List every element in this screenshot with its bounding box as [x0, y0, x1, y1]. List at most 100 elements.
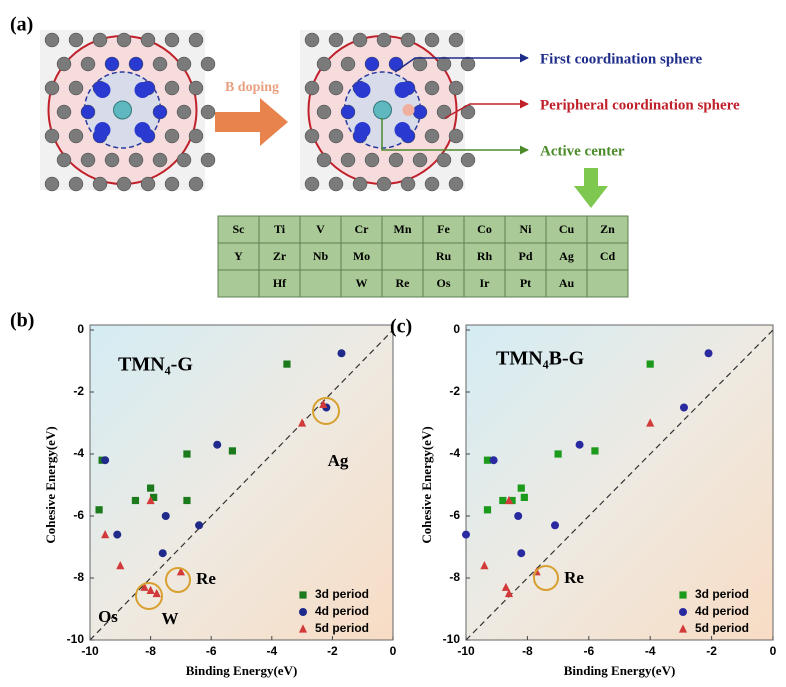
- x-tick-label: -2: [327, 644, 338, 658]
- boron-atom: [403, 104, 415, 116]
- atom: [105, 153, 119, 167]
- panel-label: (b): [10, 310, 34, 332]
- point: [518, 485, 525, 492]
- atom: [341, 105, 355, 119]
- chart-title: TMN₄-G: [118, 354, 193, 376]
- legend-label: 4d period: [695, 604, 749, 618]
- atom: [45, 129, 59, 143]
- atom: [201, 153, 215, 167]
- atom: [93, 33, 107, 47]
- atom: [425, 129, 439, 143]
- callout: First coordination sphere: [540, 51, 703, 67]
- element-symbol: Os: [436, 276, 450, 290]
- atom: [153, 153, 167, 167]
- element-symbol: Sc: [233, 222, 246, 236]
- atom: [425, 177, 439, 191]
- x-tick-label: -2: [706, 644, 717, 658]
- atom: [413, 105, 427, 119]
- atom: [449, 129, 463, 143]
- atom: [69, 177, 83, 191]
- atom: [189, 33, 203, 47]
- point: [680, 404, 688, 412]
- legend-marker: [679, 608, 687, 616]
- x-tick-label: -6: [583, 644, 594, 658]
- point: [283, 361, 290, 368]
- point: [555, 450, 562, 457]
- atom: [365, 153, 379, 167]
- point: [337, 349, 345, 357]
- chart-title: TMN₄B-G: [496, 348, 585, 370]
- legend-marker: [299, 608, 307, 616]
- atom: [305, 81, 319, 95]
- element-symbol: Mo: [353, 249, 370, 263]
- atom: [449, 177, 463, 191]
- x-tick-label: -4: [645, 644, 656, 658]
- atom: [355, 122, 371, 138]
- down-arrow: [574, 168, 608, 208]
- legend-label: 5d period: [315, 621, 369, 635]
- element-symbol: Hf: [273, 276, 287, 290]
- atom: [305, 177, 319, 191]
- y-tick-label: 0: [77, 322, 84, 336]
- atom: [305, 129, 319, 143]
- point: [195, 521, 203, 529]
- legend-label: 4d period: [315, 604, 369, 618]
- atom: [329, 129, 343, 143]
- atom: [389, 57, 403, 71]
- x-tick-label: 0: [770, 644, 777, 658]
- annotation: Ag: [328, 451, 349, 470]
- atom: [317, 57, 331, 71]
- atom: [189, 129, 203, 143]
- y-tick-label: -6: [449, 508, 460, 522]
- point: [113, 531, 121, 539]
- atom: [105, 57, 119, 71]
- element-symbol: Ni: [520, 222, 533, 236]
- doping-arrow: [215, 98, 288, 146]
- y-tick-label: -10: [443, 632, 461, 646]
- atom: [69, 81, 83, 95]
- atom: [377, 33, 391, 47]
- element-symbol: Cr: [355, 222, 370, 236]
- element-symbol: Re: [396, 276, 411, 290]
- atom: [165, 81, 179, 95]
- x-tick-label: -10: [457, 644, 475, 658]
- point: [462, 531, 470, 539]
- point: [484, 506, 491, 513]
- atom: [317, 153, 331, 167]
- atom: [425, 81, 439, 95]
- y-tick-label: -8: [73, 570, 84, 584]
- atom: [81, 57, 95, 71]
- element-symbol: Mn: [394, 222, 412, 236]
- atom: [201, 57, 215, 71]
- atom: [341, 153, 355, 167]
- arrow-text: B doping: [225, 80, 279, 95]
- point: [101, 456, 109, 464]
- atom: [389, 153, 403, 167]
- panel-label: (a): [10, 14, 33, 36]
- y-axis-label: Cohesive Energy(eV): [419, 426, 434, 543]
- table-cell: [300, 270, 341, 297]
- legend-marker: [299, 591, 306, 598]
- atom: [355, 82, 371, 98]
- atom: [437, 153, 451, 167]
- point: [514, 512, 522, 520]
- atom: [45, 81, 59, 95]
- element-symbol: Y: [234, 249, 243, 263]
- figure: (a) B doping First coordination sphere P…: [0, 0, 786, 687]
- element-symbol: V: [316, 222, 325, 236]
- x-tick-label: -8: [522, 644, 533, 658]
- atom: [93, 177, 107, 191]
- x-tick-label: -10: [81, 644, 99, 658]
- point: [132, 497, 139, 504]
- atom: [377, 177, 391, 191]
- legend-label: 3d period: [315, 587, 369, 601]
- point: [490, 456, 498, 464]
- atom: [329, 177, 343, 191]
- metal-atom: [374, 101, 392, 119]
- element-symbol: Ag: [559, 249, 574, 263]
- atom: [129, 153, 143, 167]
- y-tick-label: -6: [73, 508, 84, 522]
- point: [213, 441, 221, 449]
- atom: [81, 153, 95, 167]
